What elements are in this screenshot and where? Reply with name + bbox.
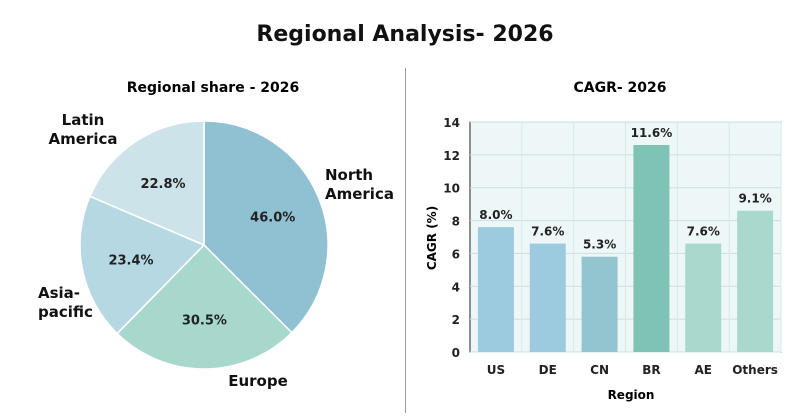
bar	[685, 243, 722, 352]
bar-data-label: 7.6%	[687, 225, 720, 239]
bar-x-tick-label: CN	[590, 363, 609, 377]
bar	[581, 256, 618, 352]
pie-slice	[88, 120, 205, 247]
pie-slice-value-label: 23.4%	[108, 253, 153, 268]
pie-slice	[116, 243, 293, 370]
bar-y-axis-label: CAGR (%)	[425, 206, 439, 270]
page-title: Regional Analysis- 2026	[256, 22, 554, 47]
pie-slice-category-label: Latin America	[49, 111, 118, 148]
bar-x-tick-label: BR	[642, 363, 660, 377]
pie-slice	[79, 195, 206, 335]
bar-chart: 0 2 4 6 8 10 12 14 8.0% US 7.6% DE 5.3% CN 11.6% BR 7.6%…	[443, 116, 782, 377]
pie-slice-value-label: 30.5%	[182, 313, 227, 328]
pie-slice	[203, 120, 329, 334]
pie-slice-category-label: Asia-pacific	[38, 284, 93, 321]
bar-y-tick-label: 8	[452, 215, 460, 229]
bar	[477, 227, 514, 352]
bar	[529, 243, 566, 352]
pie-slice-category-label: North America	[325, 166, 394, 203]
bar-x-tick-label: Others	[732, 363, 778, 377]
bar-y-tick-label: 10	[443, 182, 460, 196]
bar-data-label: 5.3%	[583, 238, 616, 252]
bar-y-tick-label: 12	[443, 149, 460, 163]
bar-data-label: 11.6%	[631, 126, 673, 140]
bar-x-tick-label: AE	[695, 363, 712, 377]
bar-y-tick-label: 4	[452, 280, 460, 294]
bar	[633, 145, 670, 352]
bar-data-label: 8.0%	[479, 208, 512, 222]
pie-slice-value-label: 22.8%	[140, 177, 185, 192]
bar-chart-title: CAGR- 2026	[573, 80, 666, 96]
bar-x-axis-label: Region	[608, 388, 655, 402]
bar-data-label: 7.6%	[531, 225, 564, 239]
bar-x-tick-label: US	[487, 363, 505, 377]
pie-slice-category-label: Europe	[228, 372, 288, 390]
pie-chart-title: Regional share - 2026	[127, 80, 299, 96]
panel-divider	[405, 68, 406, 413]
bar-data-label: 9.1%	[738, 192, 771, 206]
pie-slice-value-label: 46.0%	[250, 211, 295, 226]
bar-y-tick-label: 6	[452, 247, 460, 261]
bar-y-tick-label: 2	[452, 313, 460, 327]
bar-y-tick-label: 0	[452, 346, 460, 360]
bar-y-tick-label: 14	[443, 116, 460, 130]
bar-x-tick-label: DE	[539, 363, 557, 377]
bar	[737, 210, 774, 352]
pie-chart: 46.0% North America 30.5% Europe 23.4% Asia-pa…	[38, 111, 394, 390]
